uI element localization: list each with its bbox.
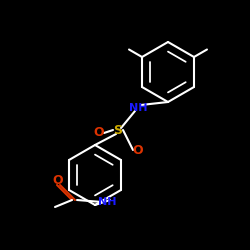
Text: O: O xyxy=(94,126,104,140)
Text: O: O xyxy=(133,144,143,156)
Text: S: S xyxy=(114,124,122,136)
Text: O: O xyxy=(53,174,63,188)
Text: NH: NH xyxy=(129,103,147,113)
Text: NH: NH xyxy=(98,197,116,207)
